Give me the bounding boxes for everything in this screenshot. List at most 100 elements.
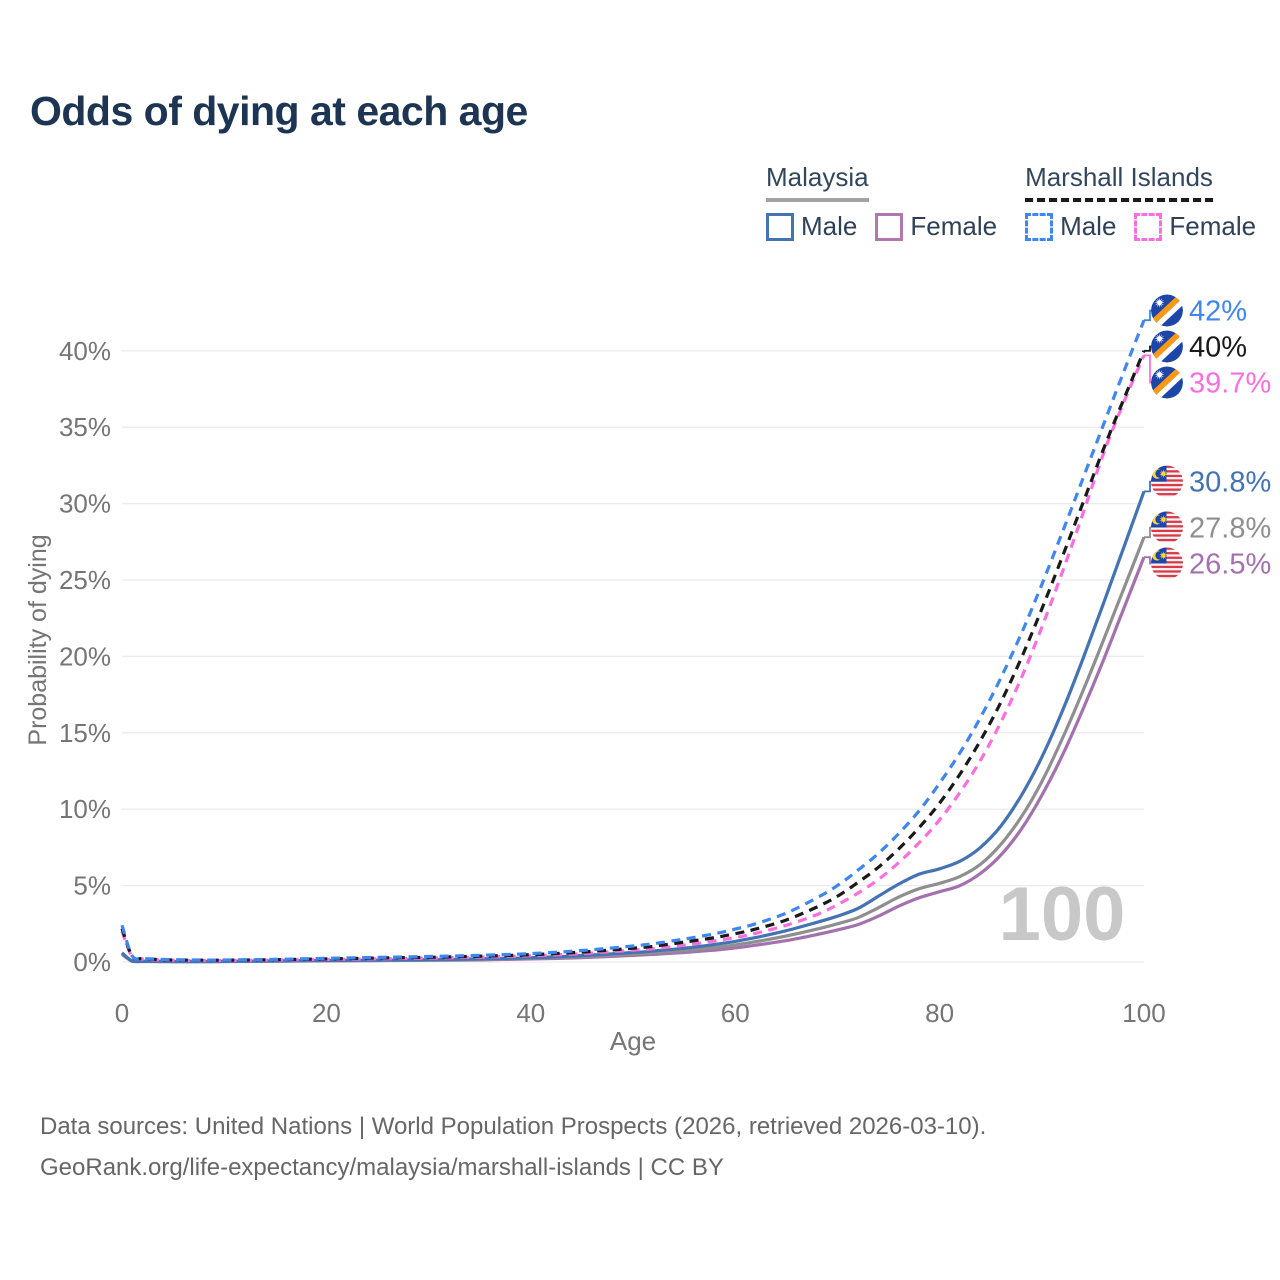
flag-art xyxy=(1151,366,1183,399)
flag-star xyxy=(1154,333,1165,344)
flag-stripe xyxy=(1151,516,1183,519)
flag-star xyxy=(1159,551,1168,560)
legend-items-malaysia: Male Female xyxy=(766,211,997,242)
series-line-malaysia-male xyxy=(120,490,1146,964)
flag-band-orange xyxy=(1151,330,1183,363)
y-tick-label: 0% xyxy=(73,947,111,977)
legend-label-malaysia-female: Female xyxy=(910,211,998,241)
series-line-malaysia-both xyxy=(120,536,1146,964)
flag-malaysia-icon xyxy=(1151,465,1183,498)
legend-country-underline-malaysia: Malaysia xyxy=(766,162,869,202)
legend-group-marshall-islands: Marshall Islands Male Female xyxy=(1025,162,1256,242)
x-tick-label: 60 xyxy=(721,998,750,1028)
flag-stripe xyxy=(1151,547,1183,550)
flag-stripe xyxy=(1151,479,1183,482)
line-swatch-marshall-islands-female-icon xyxy=(1134,212,1163,241)
legend-item-malaysia-female: Female xyxy=(875,211,997,242)
flag-art xyxy=(1151,511,1183,544)
flag-bands xyxy=(1151,294,1183,327)
footer-attribution-line: GeoRank.org/life-expectancy/malaysia/mar… xyxy=(40,1154,724,1181)
flag-stripe xyxy=(1151,565,1183,569)
series-line-marshall-islands-male xyxy=(120,319,1146,962)
y-tick-label: 35% xyxy=(59,412,111,442)
legend-item-marshall-islands-male: Male xyxy=(1025,211,1116,242)
flag-star xyxy=(1159,515,1168,524)
flag-art xyxy=(1151,547,1183,580)
flag-stripe xyxy=(1151,470,1183,473)
x-tick-label: 0 xyxy=(115,998,129,1028)
flag-art xyxy=(1151,330,1183,363)
legend: Malaysia Male Female Marshall Islands xyxy=(766,162,1256,242)
x-tick-label: 20 xyxy=(312,998,341,1028)
end-label-marshall-islands-male: 42% xyxy=(1189,296,1247,328)
legend-items-marshall-islands: Male Female xyxy=(1025,211,1256,242)
flag-marshall-islands-icon xyxy=(1151,330,1183,363)
flag-stripe xyxy=(1151,511,1183,514)
y-tick-label: 15% xyxy=(59,718,111,748)
legend-label-malaysia-male: Male xyxy=(801,211,858,241)
y-tick-label: 40% xyxy=(59,336,111,366)
flag-art xyxy=(1151,294,1183,327)
age-watermark: 100 xyxy=(999,872,1126,957)
page-title: Odds of dying at each age xyxy=(30,88,528,134)
x-tick-label: 80 xyxy=(925,998,954,1028)
flag-stripe xyxy=(1151,538,1183,542)
flag-stripe xyxy=(1151,483,1183,487)
flag-stripe xyxy=(1151,556,1183,559)
y-axis-title: Probability of dying xyxy=(24,534,52,745)
flag-malaysia-icon xyxy=(1151,547,1183,580)
legend-country-underline-marshall-islands: Marshall Islands xyxy=(1025,162,1213,202)
flag-stripe xyxy=(1151,488,1183,491)
flag-marshall-islands-icon xyxy=(1151,294,1183,327)
series-line-marshall-islands-both xyxy=(120,350,1146,962)
flag-band-white xyxy=(1151,295,1183,327)
line-swatch-malaysia-male-icon xyxy=(766,212,794,241)
legend-label-marshall-islands-male: Male xyxy=(1060,211,1117,241)
legend-country-label-marshall-islands: Marshall Islands xyxy=(1025,162,1256,202)
end-label-marshall-islands-both: 40% xyxy=(1189,332,1247,364)
flag-malaysia-icon xyxy=(1151,511,1183,544)
y-tick-label: 20% xyxy=(59,641,111,671)
flag-art xyxy=(1151,465,1183,498)
flag-band-white xyxy=(1151,367,1183,399)
footer-sources-line: Data sources: United Nations | World Pop… xyxy=(40,1113,987,1140)
end-label-malaysia-female: 26.5% xyxy=(1189,548,1271,580)
flag-bands xyxy=(1151,366,1183,399)
y-tick-label: 10% xyxy=(59,794,111,824)
flag-bands xyxy=(1151,330,1183,363)
legend-label-marshall-islands-female: Female xyxy=(1169,211,1257,241)
legend-item-marshall-islands-female: Female xyxy=(1134,211,1256,242)
line-swatch-malaysia-female-icon xyxy=(875,212,904,241)
flag-star xyxy=(1154,369,1165,380)
flag-stripe xyxy=(1151,570,1183,573)
flag-stripe xyxy=(1151,493,1183,496)
flag-stripe xyxy=(1151,520,1183,523)
flag-band-white xyxy=(1151,331,1183,363)
end-label-marshall-islands-female: 39.7% xyxy=(1189,368,1271,400)
flag-band-orange xyxy=(1151,366,1183,399)
legend-country-label-malaysia: Malaysia xyxy=(766,162,997,202)
x-tick-label: 40 xyxy=(516,998,545,1028)
y-tick-label: 5% xyxy=(73,871,111,901)
flag-stripe xyxy=(1151,574,1183,578)
flag-star xyxy=(1159,469,1168,478)
flag-star xyxy=(1154,297,1165,308)
flag-stripe xyxy=(1151,474,1183,478)
flag-stripe xyxy=(1151,529,1183,533)
flag-band-orange xyxy=(1151,294,1183,327)
line-swatch-marshall-islands-male-icon xyxy=(1025,212,1054,241)
data-source-footer: Data sources: United Nations | World Pop… xyxy=(40,1106,986,1188)
x-axis-title: Age xyxy=(610,1026,656,1056)
legend-group-malaysia: Malaysia Male Female xyxy=(766,162,997,242)
flag-stripe xyxy=(1151,552,1183,555)
y-tick-label: 25% xyxy=(59,565,111,595)
flag-stripe xyxy=(1151,465,1183,468)
flag-stripe xyxy=(1151,525,1183,528)
series-line-marshall-islands-female xyxy=(120,354,1146,963)
legend-item-malaysia-male: Male xyxy=(766,211,857,242)
series-line-malaysia-female xyxy=(121,556,1146,964)
end-label-malaysia-both: 27.8% xyxy=(1189,512,1271,544)
flag-stripe xyxy=(1151,561,1183,564)
